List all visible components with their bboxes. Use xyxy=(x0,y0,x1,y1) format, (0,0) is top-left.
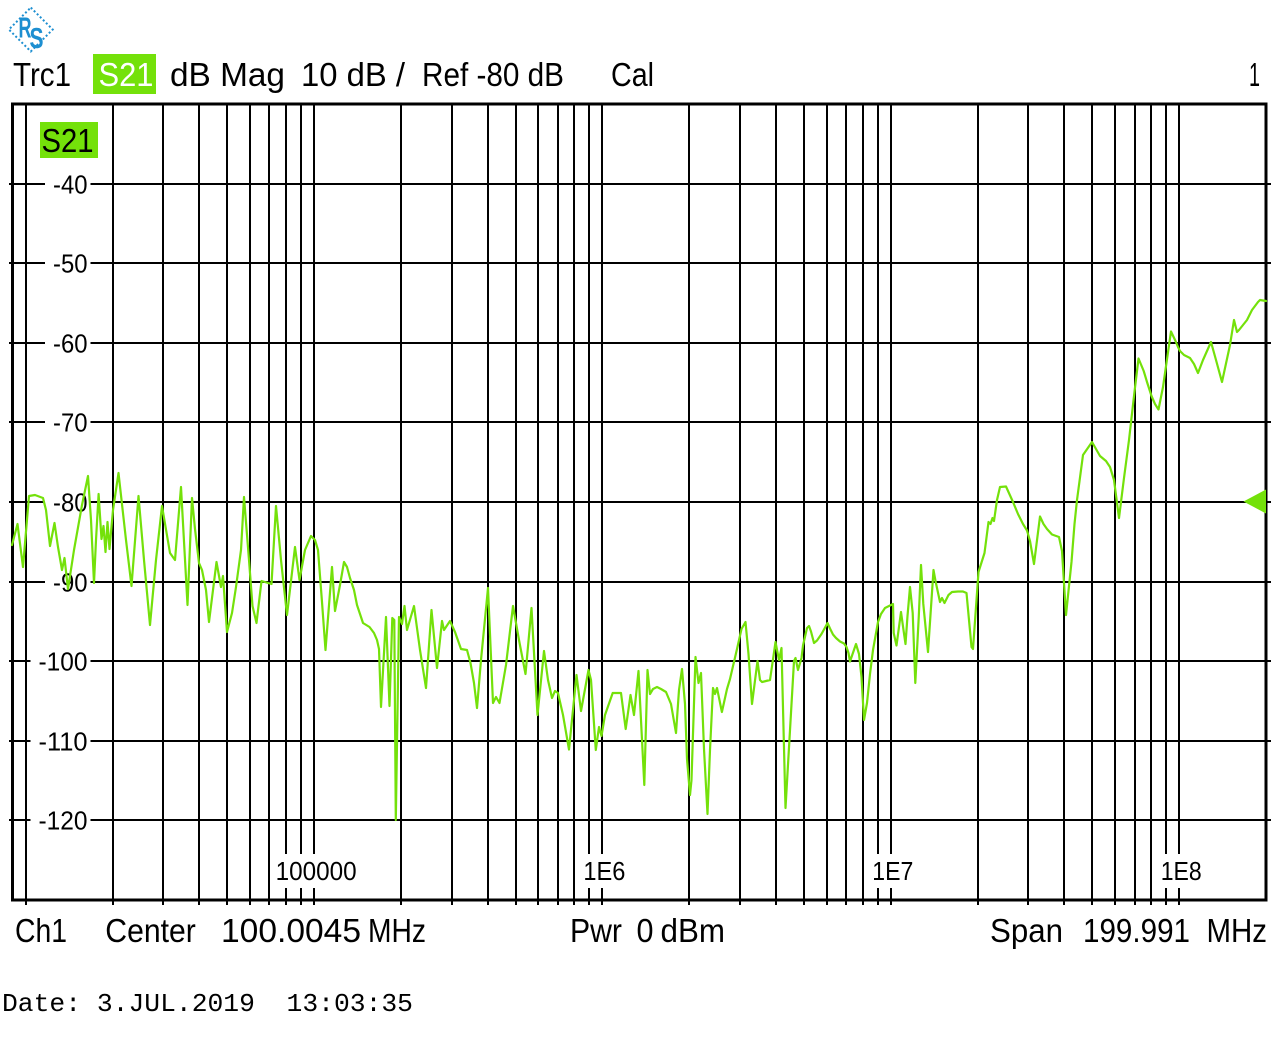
svg-text:Center: Center xyxy=(105,912,196,949)
svg-text:1E6: 1E6 xyxy=(583,856,625,886)
svg-text:-70: -70 xyxy=(53,408,88,438)
svg-text:S: S xyxy=(30,23,44,55)
svg-text:100000: 100000 xyxy=(276,856,357,886)
svg-text:1E8: 1E8 xyxy=(1161,856,1202,886)
svg-text:Ref -80 dB: Ref -80 dB xyxy=(422,56,564,93)
svg-text:-50: -50 xyxy=(53,249,88,279)
svg-text:Cal: Cal xyxy=(611,56,654,93)
svg-text:MHz: MHz xyxy=(368,912,426,949)
svg-text:-60: -60 xyxy=(53,329,88,359)
svg-text:-40: -40 xyxy=(53,170,88,200)
svg-text:S21: S21 xyxy=(99,56,154,93)
svg-text:199.991: 199.991 xyxy=(1083,912,1190,949)
svg-text:dBm: dBm xyxy=(661,912,726,949)
svg-text:MHz: MHz xyxy=(1207,912,1268,949)
svg-text:Ch1: Ch1 xyxy=(15,912,67,949)
svg-text:Trc1: Trc1 xyxy=(13,56,71,93)
svg-text:Date: 3.JUL.2019 13:03:35: Date: 3.JUL.2019 13:03:35 xyxy=(2,989,413,1019)
svg-text:10 dB /: 10 dB / xyxy=(301,56,406,93)
svg-text:-120: -120 xyxy=(39,806,88,836)
svg-text:0: 0 xyxy=(637,912,654,949)
svg-text:100.0045: 100.0045 xyxy=(221,912,361,949)
svg-text:Pwr: Pwr xyxy=(570,912,622,949)
svg-text:S21: S21 xyxy=(42,122,94,159)
svg-text:dB Mag: dB Mag xyxy=(170,56,285,93)
svg-text:Span: Span xyxy=(990,912,1063,949)
svg-text:-110: -110 xyxy=(39,727,88,757)
svg-text:R: R xyxy=(19,13,32,45)
svg-text:-100: -100 xyxy=(39,647,88,677)
svg-text:1: 1 xyxy=(1249,56,1260,93)
svg-text:1E7: 1E7 xyxy=(872,856,913,886)
